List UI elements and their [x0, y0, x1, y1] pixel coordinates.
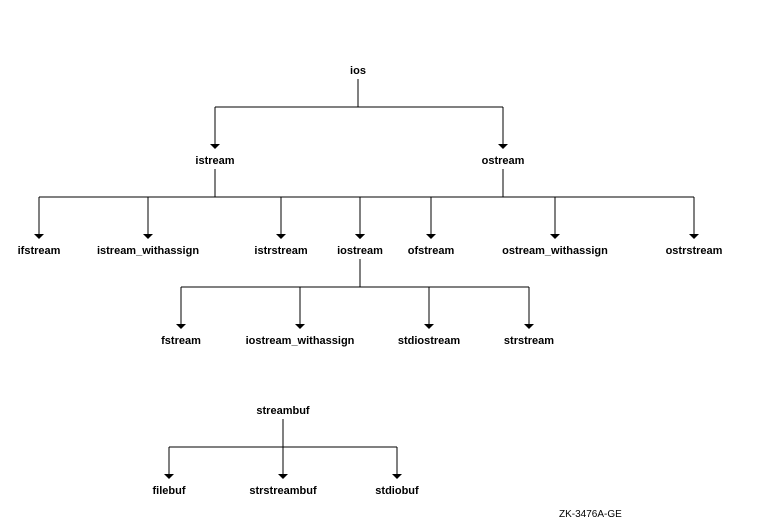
node-istream: istream [195, 155, 234, 167]
node-stdiobuf: stdiobuf [375, 485, 418, 497]
node-ifstream: ifstream [18, 245, 61, 257]
node-iostream_withassign: iostream_withassign [246, 335, 355, 347]
node-strstreambuf: strstreambuf [249, 485, 316, 497]
figure-id: ZK-3476A-GE [559, 509, 622, 520]
node-iostream: iostream [337, 245, 383, 257]
node-fstream: fstream [161, 335, 201, 347]
node-stdiostream: stdiostream [398, 335, 460, 347]
node-istrstream: istrstream [254, 245, 307, 257]
node-ostrstream: ostrstream [666, 245, 723, 257]
node-streambuf: streambuf [256, 405, 309, 417]
node-strstream: strstream [504, 335, 554, 347]
node-ofstream: ofstream [408, 245, 454, 257]
node-ostream: ostream [482, 155, 525, 167]
node-ostream_withassign: ostream_withassign [502, 245, 608, 257]
node-ios: ios [350, 65, 366, 77]
node-istream_withassign: istream_withassign [97, 245, 199, 257]
node-filebuf: filebuf [153, 485, 186, 497]
